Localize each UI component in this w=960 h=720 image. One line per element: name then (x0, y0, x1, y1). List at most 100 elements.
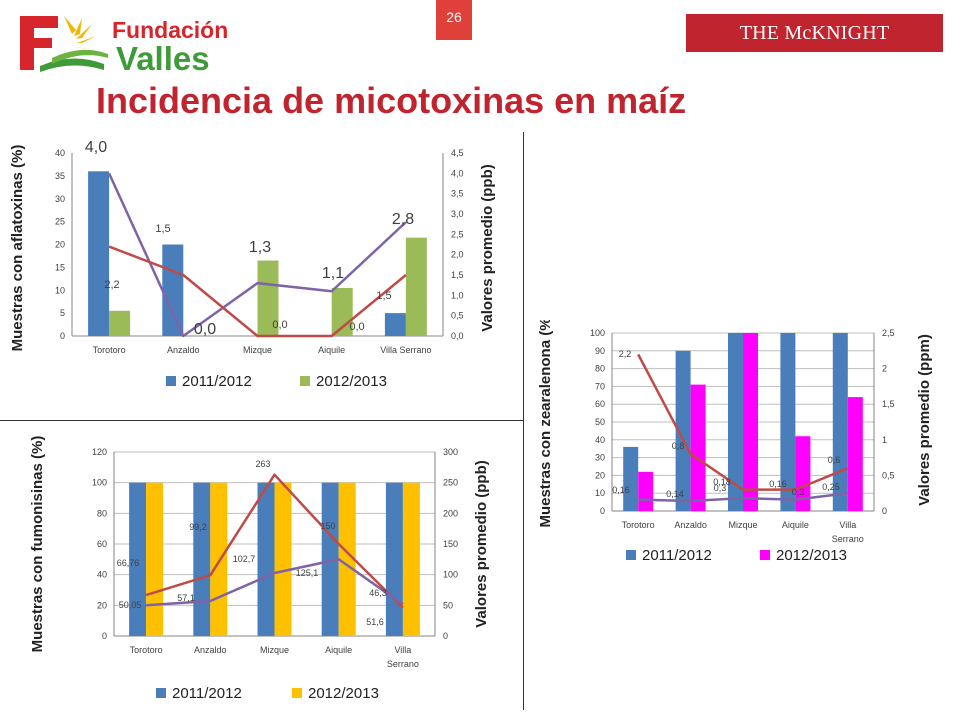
x-tick-label: Mizque (260, 645, 289, 655)
svg-text:Fundación: Fundación (112, 17, 228, 43)
bar-2011-2012 (88, 171, 110, 336)
bar-2011-2012 (129, 482, 147, 636)
y2-tick-label: 4,5 (451, 148, 464, 158)
y2-tick-label: 150 (443, 539, 458, 549)
horizontal-divider (0, 420, 523, 421)
y-tick-label: 30 (595, 453, 605, 463)
y-tick-label: 60 (595, 399, 605, 409)
aflatoxinas-chart: 0 5 10 15 20 25 30 35 40 0,0 0,5 1,0 1,5 2,0 2,5 3,0 3,5… (9, 139, 496, 390)
x-tick-label: Mizque (243, 345, 272, 355)
x-tick-label: Mizque (728, 520, 757, 530)
data-label: 0,8 (672, 441, 685, 451)
bar-2011-2012 (832, 333, 848, 511)
bar-2012-2013 (210, 482, 228, 636)
legend-swatch (156, 688, 166, 698)
y2-tick-label: 2,5 (451, 229, 464, 239)
data-label: 102,7 (233, 554, 256, 564)
x-tick-label: Torotoro (622, 520, 655, 530)
x-tick-label: Anzaldo (194, 645, 227, 655)
y2-tick-label: 200 (443, 508, 458, 518)
vertical-divider (523, 132, 524, 710)
bar-2012-2013 (338, 482, 356, 636)
y2-tick-label: 1,0 (451, 290, 464, 300)
data-label: 99,2 (189, 522, 207, 532)
slide-number: 26 (436, 0, 472, 40)
bar-2012-2013 (795, 436, 811, 511)
bar-2011-2012 (384, 313, 406, 336)
series-line-2 (638, 491, 848, 503)
zearalenona-chart: 0 10 20 30 40 50 60 70 80 90 100 0 0,5 1 1,5 2 2,5 Toroto… (537, 320, 933, 564)
data-label: 150 (320, 521, 335, 531)
data-label: 46,3 (369, 588, 387, 598)
data-label: 1,5 (155, 223, 170, 235)
y2-tick-label: 0,0 (451, 331, 464, 341)
legend-label: 2012/2013 (776, 547, 847, 564)
y-tick-label: 120 (92, 447, 107, 457)
y-tick-label: 90 (595, 346, 605, 356)
y-axis-title: Muestras con zearalenona (%) (537, 320, 554, 528)
data-label: 125,1 (296, 568, 319, 578)
data-label: 57,1 (177, 593, 195, 603)
bar-2012-2013 (690, 384, 706, 511)
y2-tick-label: 50 (443, 600, 453, 610)
y-tick-label: 50 (595, 417, 605, 427)
y2-tick-label: 4,0 (451, 168, 464, 178)
data-label: 0,3 (792, 487, 805, 497)
y2-axis-title: Valores promedio (ppb) (473, 460, 490, 628)
y2-tick-label: 3,0 (451, 209, 464, 219)
y-tick-label: 15 (55, 262, 65, 272)
y2-tick-label: 0 (882, 506, 887, 516)
y2-tick-label: 1,5 (882, 399, 895, 409)
data-label: 0,16 (769, 479, 787, 489)
y-tick-label: 60 (97, 539, 107, 549)
bar-2012-2013 (274, 482, 292, 636)
y2-tick-label: 300 (443, 447, 458, 457)
data-label: 50,05 (119, 600, 142, 610)
bar-2011-2012 (728, 333, 743, 511)
legend-swatch (166, 376, 176, 386)
data-label: 263 (255, 459, 270, 469)
y-tick-label: 0 (600, 506, 605, 516)
fumonisinas-chart: 0 20 40 60 80 100 120 0 50 100 150 200 250 300 Torotor… (29, 436, 490, 702)
bar-2011-2012 (257, 482, 275, 636)
y2-tick-label: 250 (443, 478, 458, 488)
bar-2012-2013 (402, 482, 420, 636)
y2-axis-title: Valores promedio (ppb) (479, 164, 496, 332)
data-label: 2,2 (104, 279, 119, 291)
data-label: 0,16 (612, 485, 630, 495)
y2-tick-label: 100 (443, 570, 458, 580)
svg-text:Valles: Valles (116, 40, 210, 77)
y-tick-label: 20 (595, 470, 605, 480)
series-line-1 (107, 172, 407, 338)
y-tick-label: 30 (55, 194, 65, 204)
fundacion-valles-logo: Fundación Valles (12, 8, 232, 78)
x-tick-label: Torotoro (130, 645, 163, 655)
y2-tick-label: 1 (882, 435, 887, 445)
y2-tick-label: 1,5 (451, 270, 464, 280)
page-title: Incidencia de micotoxinas en maíz (96, 80, 687, 121)
y-tick-label: 0 (102, 631, 107, 641)
data-label: 1,1 (322, 265, 344, 282)
x-tick-label: Aiquile (325, 645, 352, 655)
y-tick-label: 25 (55, 217, 65, 227)
fundacion-valles-logo-mark: Fundación Valles (20, 16, 228, 77)
y-tick-label: 100 (92, 478, 107, 488)
y2-tick-label: 0,5 (882, 470, 895, 480)
x-tick-label: Villa Serrano (387, 645, 419, 669)
bar-2012-2013 (146, 482, 164, 636)
series-line-2 (108, 245, 407, 338)
y-tick-label: 40 (55, 148, 65, 158)
mcknight-foundation-logo: THE McKNIGHT FOUNDATION (686, 14, 943, 82)
data-label: 2,8 (392, 211, 414, 228)
y2-tick-label: 0,5 (451, 311, 464, 321)
bar-2012-2013 (638, 471, 654, 511)
x-tick-label: Anzaldo (167, 345, 200, 355)
y-tick-label: 10 (595, 488, 605, 498)
data-label: 0,18 (713, 477, 731, 487)
y-tick-label: 0 (60, 331, 65, 341)
y-tick-label: 20 (55, 240, 65, 250)
y-tick-label: 70 (595, 381, 605, 391)
bar-2012-2013 (743, 333, 758, 511)
y-tick-label: 80 (595, 364, 605, 374)
y-tick-label: 40 (97, 570, 107, 580)
